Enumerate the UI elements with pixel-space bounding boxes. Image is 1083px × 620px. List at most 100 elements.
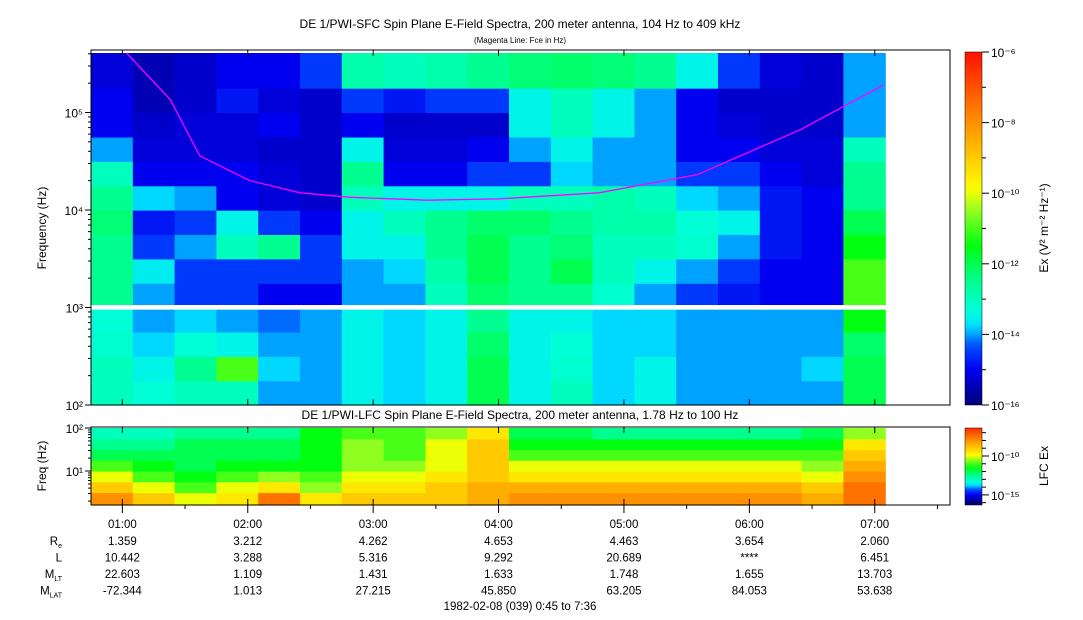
spectrogram-cell <box>341 307 385 333</box>
ephemeris-value: 3.212 <box>233 536 262 548</box>
spectrogram-cell <box>383 380 426 406</box>
spectrogram-cell <box>383 161 426 187</box>
spectrogram-cell <box>300 136 343 162</box>
spectrogram-cell <box>341 471 385 483</box>
spectrogram-cell <box>718 210 761 235</box>
spectrogram-cell <box>174 428 217 440</box>
spectrogram-cell <box>634 53 677 89</box>
spectrogram-cell <box>509 356 552 382</box>
spectrogram-cell <box>300 380 343 406</box>
spectrogram-cell <box>634 307 677 333</box>
ephemeris-value: 53.638 <box>857 586 892 598</box>
spectrogram-cell <box>216 53 259 89</box>
ephemeris-value: 3.288 <box>233 553 262 565</box>
spectrogram-cell <box>216 438 259 451</box>
spectrogram-cell <box>132 88 176 114</box>
spectrogram-cell <box>383 356 426 382</box>
spectrogram-cell <box>676 136 719 162</box>
spectrogram-cell <box>258 112 301 138</box>
spectrogram-cell <box>91 356 134 382</box>
spectrogram-cell <box>718 331 761 357</box>
spectrogram-cell <box>91 380 134 406</box>
spectrogram-cell <box>676 307 719 333</box>
spectrogram-cell <box>132 356 176 382</box>
spectrogram-cell <box>467 331 510 357</box>
spectrogram-cell <box>718 307 761 333</box>
sfc-y-axis: 10² 10³ 10⁴ 10⁵ <box>64 53 91 413</box>
spectrogram-cell <box>425 492 468 506</box>
spectrogram-cell <box>676 185 719 211</box>
spectrogram-cell <box>91 283 134 309</box>
spectrogram-cell <box>718 88 761 114</box>
spectrogram-cell <box>759 307 803 333</box>
spectrogram-cell <box>676 428 719 440</box>
spectrogram-cell <box>759 380 803 406</box>
spectrogram-cell <box>258 136 301 162</box>
spectrogram-cell <box>341 210 385 235</box>
spectrogram-cell <box>174 258 217 284</box>
spectrogram-cell <box>425 380 468 406</box>
spectrogram-cell <box>759 438 803 451</box>
spectrogram-cell <box>509 136 552 162</box>
colorbar-tick-label: 10⁻¹⁴ <box>991 328 1020 342</box>
spectrogram-cell <box>592 210 635 235</box>
spectrogram-cell <box>216 380 259 406</box>
ephemeris-value: 3.654 <box>735 536 764 548</box>
spectrogram-cell <box>258 185 301 211</box>
spectrogram-cell <box>759 258 803 284</box>
spectrogram-cell <box>634 185 677 211</box>
ephemeris-value: 2.060 <box>860 536 889 548</box>
spectrogram-cell <box>174 380 217 406</box>
spectrogram-cell <box>592 492 635 506</box>
time-tick-label: 02:00 <box>233 519 262 531</box>
time-tick-label: 03:00 <box>359 519 388 531</box>
spectrogram-cell <box>132 161 176 187</box>
spectrogram-cell <box>467 307 510 333</box>
spectrogram-cell <box>216 136 259 162</box>
spectrogram-cell <box>132 53 176 89</box>
spectrogram-cell <box>341 136 385 162</box>
spectrogram-cell <box>843 471 886 483</box>
spectrogram-cell <box>425 185 468 211</box>
spectrogram-cell <box>592 53 635 89</box>
spectrogram-cell <box>300 88 343 114</box>
spectrogram-cell <box>383 185 426 211</box>
spectrogram-cell <box>341 449 385 461</box>
spectrogram-cell <box>300 428 343 440</box>
spectrogram-cell <box>425 210 468 235</box>
time-tick-label: 04:00 <box>484 519 513 531</box>
spectrogram-cell <box>174 112 217 138</box>
spectrogram-cell <box>801 283 844 309</box>
spectrogram-cell <box>258 438 301 451</box>
spectrogram-cell <box>509 53 552 89</box>
spectrogram-cell <box>91 258 134 284</box>
spectrogram-cell <box>467 428 510 440</box>
spectrogram-cell <box>718 112 761 138</box>
spectrogram-cell <box>132 428 176 440</box>
spectrogram-cell <box>718 449 761 461</box>
spectrogram-cell <box>258 428 301 440</box>
spectrogram-cell <box>91 492 134 506</box>
spectrogram-cell <box>383 428 426 440</box>
spectrogram-cell <box>258 331 301 357</box>
spectrogram-cell <box>132 185 176 211</box>
spectrogram-cell <box>425 438 468 451</box>
spectrogram-cell <box>300 356 343 382</box>
spectrogram-cell <box>383 471 426 483</box>
spectrogram-cell <box>467 460 510 472</box>
time-tick-label: 05:00 <box>610 519 639 531</box>
spectrogram-cell <box>174 185 217 211</box>
spectrogram-cell <box>550 210 594 235</box>
spectrogram-cell <box>843 136 886 162</box>
spectrogram-cell <box>843 53 886 89</box>
spectrogram-cell <box>341 112 385 138</box>
spectrogram-cell <box>132 492 176 506</box>
spectrogram-cell <box>634 112 677 138</box>
spectrogram-cell <box>592 428 635 440</box>
lfc-spectrogram <box>91 428 886 506</box>
spectrogram-cell <box>132 331 176 357</box>
spectrogram-cell <box>801 356 844 382</box>
spectrogram-cell <box>132 481 176 494</box>
sfc-spectrogram <box>91 53 886 406</box>
ephemeris-value: 1.655 <box>735 569 764 581</box>
